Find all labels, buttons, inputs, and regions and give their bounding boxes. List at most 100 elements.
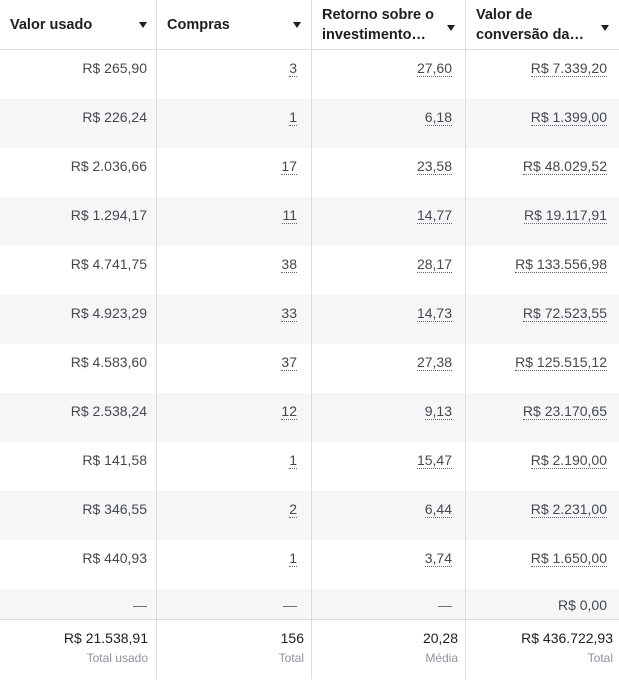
column-header-valor-usado[interactable]: Valor usado bbox=[0, 0, 156, 49]
cell-value[interactable]: 28,17 bbox=[416, 256, 452, 273]
total-label: Média bbox=[425, 651, 458, 665]
cell-value[interactable]: 12 bbox=[281, 403, 297, 420]
cell-compras: 3 bbox=[157, 50, 311, 99]
total-value: 156 bbox=[280, 630, 304, 646]
cell-value: — bbox=[283, 597, 297, 613]
cell-value[interactable]: R$ 125.515,12 bbox=[515, 354, 607, 371]
total-value: R$ 21.538,91 bbox=[63, 630, 148, 646]
cell-valor-usado: R$ 265,90 bbox=[0, 50, 156, 99]
cell-valor-usado: R$ 141,58 bbox=[0, 442, 156, 491]
cell-value[interactable]: R$ 72.523,55 bbox=[522, 305, 607, 322]
cell-compras: 11 bbox=[157, 197, 311, 246]
cell-value: R$ 1.294,17 bbox=[70, 207, 147, 223]
cell-value[interactable]: 6,18 bbox=[424, 109, 452, 126]
cell-value[interactable]: 14,77 bbox=[416, 207, 452, 224]
cell-value[interactable]: R$ 1.650,00 bbox=[530, 550, 607, 567]
cell-value: R$ 226,24 bbox=[82, 109, 147, 125]
cell-value[interactable]: 17 bbox=[281, 158, 297, 175]
caret-down-icon[interactable] bbox=[139, 22, 147, 28]
cell-value[interactable]: 27,38 bbox=[416, 354, 452, 371]
cell-compras: 2 bbox=[157, 491, 311, 540]
cell-retorno: 14,73 bbox=[312, 295, 465, 344]
column-divider[interactable] bbox=[311, 0, 312, 679]
total-label: Total bbox=[278, 651, 304, 665]
caret-down-icon[interactable] bbox=[293, 22, 301, 28]
column-header-label-line1: Valor de bbox=[476, 7, 533, 23]
cell-value[interactable]: 1 bbox=[289, 109, 297, 126]
table-row: R$ 440,93 1 3,74 R$ 1.650,00 bbox=[0, 540, 619, 589]
column-header-label-line1: Retorno sobre o bbox=[322, 7, 434, 23]
table-row: R$ 4.741,75 38 28,17 R$ 133.556,98 bbox=[0, 246, 619, 295]
cell-value[interactable]: R$ 23.170,65 bbox=[522, 403, 607, 420]
caret-down-icon[interactable] bbox=[447, 25, 455, 31]
cell-value[interactable]: 38 bbox=[281, 256, 297, 273]
cell-value[interactable]: 23,58 bbox=[416, 158, 452, 175]
table-row: R$ 226,24 1 6,18 R$ 1.399,00 bbox=[0, 99, 619, 148]
cell-compras: 1 bbox=[157, 99, 311, 148]
footer-compras: 156 Total bbox=[157, 620, 311, 680]
cell-value[interactable]: 1 bbox=[289, 452, 297, 469]
cell-compras: 37 bbox=[157, 344, 311, 393]
table-row: R$ 4.923,29 33 14,73 R$ 72.523,55 bbox=[0, 295, 619, 344]
column-header-valor-conversao[interactable]: Valor de conversão da… bbox=[466, 0, 619, 49]
cell-valor-conversao: R$ 0,00 bbox=[466, 589, 619, 638]
cell-value: R$ 2.036,66 bbox=[70, 158, 147, 174]
cell-retorno: 27,60 bbox=[312, 50, 465, 99]
cell-retorno: 14,77 bbox=[312, 197, 465, 246]
cell-value[interactable]: 6,44 bbox=[424, 501, 452, 518]
cell-value[interactable]: R$ 2.190,00 bbox=[530, 452, 607, 469]
cell-valor-usado: R$ 2.036,66 bbox=[0, 148, 156, 197]
cell-value[interactable]: 11 bbox=[282, 207, 297, 224]
cell-valor-usado: — bbox=[0, 589, 156, 638]
total-value: 20,28 bbox=[422, 630, 458, 646]
cell-value[interactable]: R$ 1.399,00 bbox=[530, 109, 607, 126]
cell-valor-usado: R$ 4.923,29 bbox=[0, 295, 156, 344]
footer-retorno: 20,28 Média bbox=[312, 620, 465, 680]
cell-retorno: — bbox=[312, 589, 465, 638]
cell-value[interactable]: 2 bbox=[289, 501, 297, 518]
cell-retorno: 23,58 bbox=[312, 148, 465, 197]
cell-value[interactable]: 27,60 bbox=[416, 60, 452, 77]
cell-value[interactable]: 3,74 bbox=[424, 550, 452, 567]
column-header-label-line2: conversão da… bbox=[476, 27, 584, 43]
cell-valor-usado: R$ 346,55 bbox=[0, 491, 156, 540]
cell-value[interactable]: R$ 19.117,91 bbox=[523, 207, 607, 224]
cell-retorno: 27,38 bbox=[312, 344, 465, 393]
cell-value[interactable]: 9,13 bbox=[424, 403, 452, 420]
cell-compras: — bbox=[157, 589, 311, 638]
cell-compras: 17 bbox=[157, 148, 311, 197]
cell-value[interactable]: 33 bbox=[281, 305, 297, 322]
caret-down-icon[interactable] bbox=[601, 25, 609, 31]
cell-valor-conversao: R$ 7.339,20 bbox=[466, 50, 619, 99]
column-divider[interactable] bbox=[156, 0, 157, 679]
cell-compras: 33 bbox=[157, 295, 311, 344]
cell-valor-conversao: R$ 1.399,00 bbox=[466, 99, 619, 148]
cell-value[interactable]: R$ 48.029,52 bbox=[522, 158, 607, 175]
cell-value[interactable]: 1 bbox=[289, 550, 297, 567]
table-footer-totals: R$ 21.538,91 Total usado 156 Total 20,28… bbox=[0, 619, 619, 679]
cell-value[interactable]: R$ 2.231,00 bbox=[530, 501, 607, 518]
cell-value[interactable]: R$ 7.339,20 bbox=[530, 60, 607, 77]
cell-compras: 38 bbox=[157, 246, 311, 295]
cell-value: R$ 265,90 bbox=[82, 60, 147, 76]
cell-valor-conversao: R$ 19.117,91 bbox=[466, 197, 619, 246]
cell-compras: 1 bbox=[157, 540, 311, 589]
cell-value: R$ 440,93 bbox=[82, 550, 147, 566]
column-header-retorno-investimento[interactable]: Retorno sobre o investimento… bbox=[312, 0, 465, 49]
cell-valor-usado: R$ 440,93 bbox=[0, 540, 156, 589]
table-row: R$ 141,58 1 15,47 R$ 2.190,00 bbox=[0, 442, 619, 491]
cell-value[interactable]: 14,73 bbox=[416, 305, 452, 322]
total-label: Total bbox=[587, 651, 613, 665]
cell-value[interactable]: 3 bbox=[289, 60, 297, 77]
column-header-compras[interactable]: Compras bbox=[157, 0, 311, 49]
cell-valor-conversao: R$ 72.523,55 bbox=[466, 295, 619, 344]
cell-retorno: 15,47 bbox=[312, 442, 465, 491]
cell-value[interactable]: R$ 133.556,98 bbox=[515, 256, 607, 273]
cell-value[interactable]: 15,47 bbox=[416, 452, 452, 469]
cell-valor-usado: R$ 2.538,24 bbox=[0, 393, 156, 442]
column-header-label: Valor usado bbox=[10, 17, 93, 33]
column-divider[interactable] bbox=[465, 0, 466, 679]
cell-value[interactable]: 37 bbox=[281, 354, 297, 371]
cell-value: R$ 4.741,75 bbox=[70, 256, 147, 272]
